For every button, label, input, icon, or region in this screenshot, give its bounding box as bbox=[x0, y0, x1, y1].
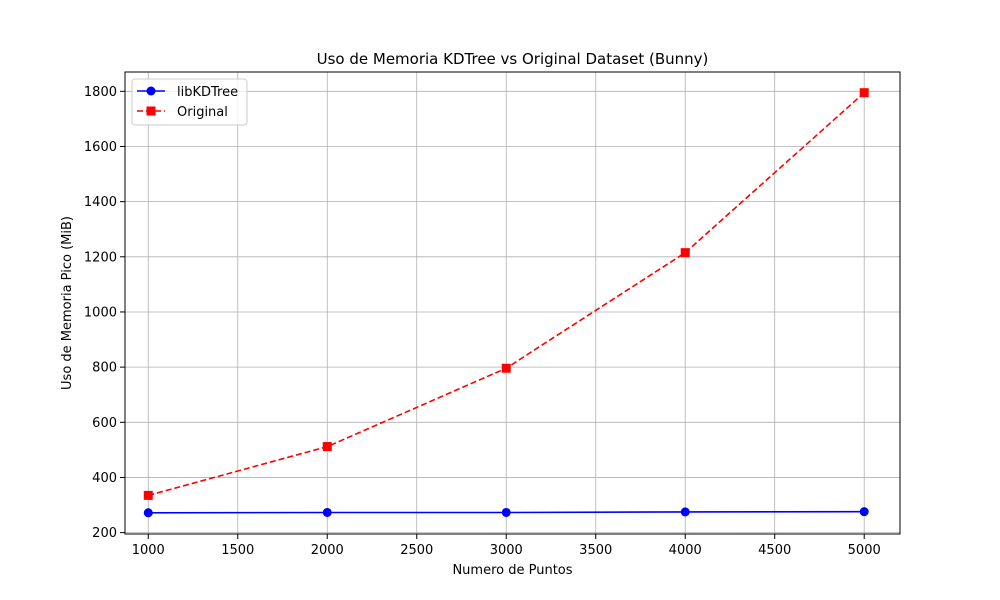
data-point-original bbox=[680, 248, 690, 258]
data-point-original bbox=[322, 442, 332, 452]
x-tick-label: 3500 bbox=[579, 543, 612, 558]
x-tick-label: 5000 bbox=[848, 543, 881, 558]
data-point-libkdtree bbox=[143, 508, 153, 518]
legend-marker-libkdtree bbox=[146, 86, 156, 96]
plot-frame bbox=[124, 71, 901, 535]
legend: libKDTree Original bbox=[131, 78, 248, 126]
x-axis-label: Numero de Puntos bbox=[452, 563, 572, 578]
legend-label-libkdtree: libKDTree bbox=[177, 85, 238, 100]
x-tick-label: 4500 bbox=[758, 543, 791, 558]
y-tick-label: 1400 bbox=[84, 195, 117, 210]
legend-marker-original bbox=[146, 106, 156, 116]
y-tick-label: 800 bbox=[92, 361, 117, 376]
series-layer bbox=[143, 88, 869, 518]
grid bbox=[125, 72, 900, 534]
y-tick-label: 600 bbox=[92, 416, 117, 431]
data-point-original bbox=[143, 490, 153, 500]
legend-label-original: Original bbox=[177, 105, 228, 120]
data-point-libkdtree bbox=[501, 507, 511, 517]
data-point-libkdtree bbox=[859, 507, 869, 517]
x-tick-label: 1500 bbox=[221, 543, 254, 558]
data-point-libkdtree bbox=[680, 507, 690, 517]
y-tick-label: 400 bbox=[92, 471, 117, 486]
x-tick-label: 1000 bbox=[132, 543, 165, 558]
x-tick-label: 2000 bbox=[311, 543, 344, 558]
y-tick-label: 200 bbox=[92, 526, 117, 541]
y-tick-label: 1200 bbox=[84, 250, 117, 265]
y-tick-label: 1800 bbox=[84, 85, 117, 100]
data-point-libkdtree bbox=[322, 507, 332, 517]
data-point-original bbox=[501, 363, 511, 373]
y-axis-label: Uso de Memoria Pico (MiB) bbox=[60, 216, 75, 390]
ticks: 1000 1500 2000 2500 3000 3500 4000 4500 5000 200 4… bbox=[84, 85, 881, 558]
y-tick-label: 1600 bbox=[84, 140, 117, 155]
x-tick-label: 3000 bbox=[490, 543, 523, 558]
y-tick-label: 1000 bbox=[84, 305, 117, 320]
data-point-original bbox=[859, 88, 869, 98]
chart-title: Uso de Memoria KDTree vs Original Datase… bbox=[317, 50, 709, 68]
x-tick-label: 4000 bbox=[669, 543, 702, 558]
x-tick-label: 2500 bbox=[400, 543, 433, 558]
